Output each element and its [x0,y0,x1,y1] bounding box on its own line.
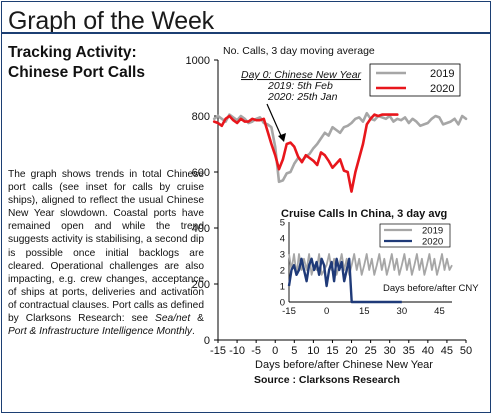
inset-y-tick-label: 5 [280,218,285,229]
inset-title: Cruise Calls In China, 3 day avg [281,208,447,220]
main-x-tick-label: -15 [210,345,226,357]
inset-y-tick-label: 0 [280,298,285,309]
article-body-end: . [192,326,195,338]
page-title: Graph of the Week [8,7,214,35]
source-credit: Source : Clarksons Research [254,374,400,386]
main-series-2020-line [212,113,399,193]
main-legend-label-2019: 2019 [430,68,454,80]
main-y-axis-label: No. Calls, 3 day moving average [223,45,375,57]
inset-chart: Cruise Calls In China, 3 day avg012345-1… [276,203,479,321]
main-series-2019-line [212,111,468,184]
inset-x-tick-label: 15 [359,306,370,317]
inset-x-tick-label: 0 [324,306,329,317]
article-body: The graph shows trends in total Chinese … [8,168,204,338]
main-x-tick-label: 5 [291,345,297,357]
article-body-italic-report: Port & Infrastructure Intelligence Month… [8,326,193,338]
article-title: Tracking Activity: Chinese Port Calls [8,43,198,83]
main-y-tick-label: 800 [192,111,210,123]
header: Graph of the Week [2,2,490,35]
main-x-tick-label: 10 [307,345,319,357]
article-body-amp: & [190,313,204,325]
inset-legend-label-2019: 2019 [422,226,443,237]
main-y-tick-label: 400 [192,223,210,235]
article-body-text: The graph shows trends in total Chinese … [8,169,204,325]
main-y-tick-label: 1000 [186,55,210,67]
inset-y-tick-label: 3 [280,250,285,261]
main-x-tick-label: 20 [345,345,357,357]
main-x-tick-label: 15 [326,345,338,357]
main-x-tick-label: 35 [403,345,415,357]
main-x-tick-label: 40 [422,345,434,357]
annotation-line2: 2019: 5th Feb [267,80,333,92]
main-x-tick-label: 25 [364,345,376,357]
inset-x-tick-label: -15 [282,306,296,317]
annotation-arrow-shaft [266,103,283,139]
main-legend-label-2020: 2020 [430,83,454,95]
inset-x-tick-label: 45 [434,306,445,317]
main-x-axis-label: Days before/after Chinese New Year [255,359,433,371]
main-legend-box [369,63,461,97]
main-x-tick-label: 0 [272,345,278,357]
annotation-arrowhead [278,133,286,142]
main-x-tick-label: 45 [441,345,453,357]
inset-x-tick-label: 30 [397,306,408,317]
inset-series-2019-line [288,253,453,276]
main-legend: 2019 2020 [369,63,461,97]
inset-series-2020-line [287,257,402,304]
article-title-line1: Tracking Activity: [8,44,137,61]
inset-legend-label-2020: 2020 [422,237,443,248]
main-x-tick-label: -10 [229,345,245,357]
annotation-line3: 2020: 25th Jan [267,91,338,103]
main-x-tick-label: 30 [384,345,396,357]
main-x-tick-label: 50 [460,345,472,357]
inset-x-axis-label-line1: Days before/after CNY [383,283,479,294]
inset-y-tick-label: 1 [280,282,285,293]
main-chart: No. Calls, 3 day moving average020040060… [186,45,473,371]
main-y-tick-label: 600 [192,167,210,179]
header-rule [2,32,490,34]
inset-y-tick-label: 2 [280,266,285,277]
article-title-line2: Chinese Port Calls [8,64,145,81]
main-x-tick-label: -5 [251,345,261,357]
annotation-line1: Day 0: Chinese New Year [241,69,362,81]
article-body-italic-seanet: Sea/net [155,313,191,325]
main-y-tick-label: 0 [204,335,210,347]
main-y-tick-label: 200 [192,279,210,291]
inset-y-tick-label: 4 [280,234,285,245]
